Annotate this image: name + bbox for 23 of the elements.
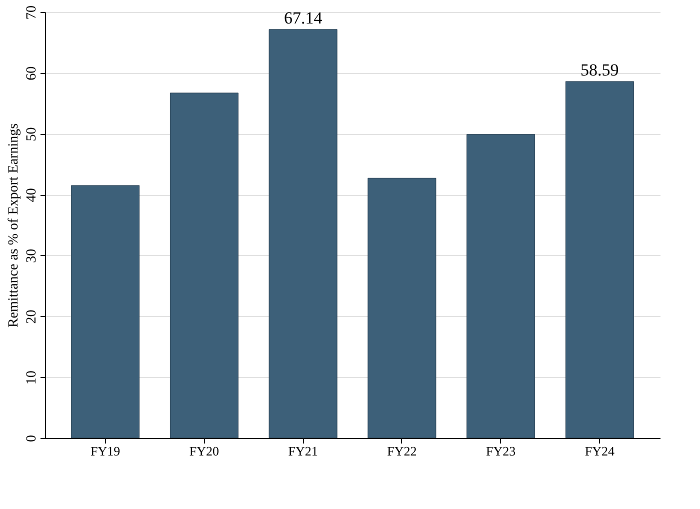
bar: [466, 134, 536, 438]
bar: [565, 81, 634, 438]
y-tick-label: 70: [24, 6, 40, 20]
y-tick-label: 20: [24, 310, 40, 324]
data-label: 67.14: [284, 8, 323, 28]
y-axis-title: Remittance as % of Export Earnings: [6, 123, 22, 328]
y-tick-label: 40: [24, 188, 40, 202]
y-tick-label: 60: [24, 66, 40, 80]
bar: [268, 29, 338, 438]
y-tick-label: 30: [24, 248, 40, 263]
x-tick-label: FY20: [189, 444, 219, 458]
y-tick-label: 50: [24, 127, 40, 142]
x-tick-label: FY21: [288, 444, 318, 458]
bar: [71, 185, 140, 438]
data-label: 58.59: [580, 60, 619, 80]
x-tick-label: FY19: [90, 444, 120, 458]
x-tick-label: FY23: [486, 444, 516, 458]
y-tick-label: 10: [24, 370, 40, 385]
bar: [170, 92, 238, 438]
x-tick-label: FY22: [387, 444, 417, 458]
bar: [368, 178, 436, 438]
y-tick-label: 0: [24, 435, 40, 442]
x-tick-label: FY24: [584, 444, 615, 458]
